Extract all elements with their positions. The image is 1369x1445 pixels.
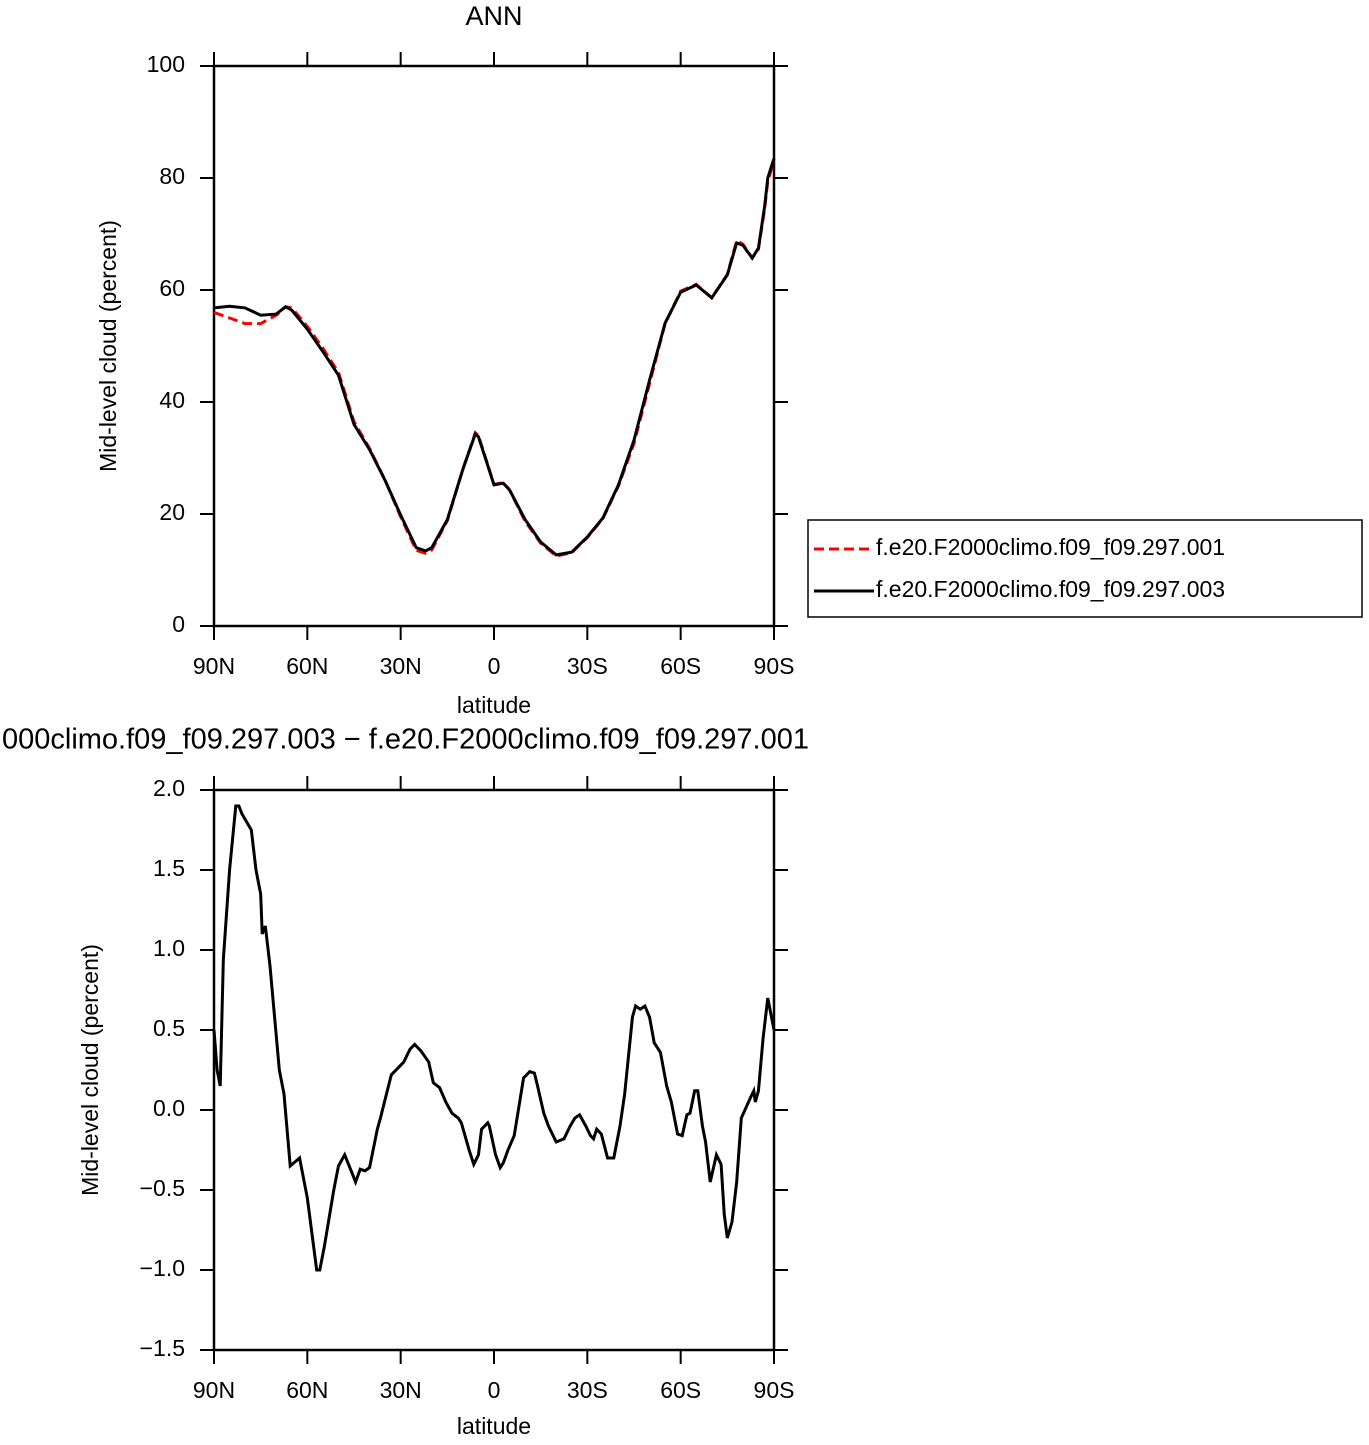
y-axis-label: Mid-level cloud (percent) (77, 944, 103, 1196)
y-tick-label: 80 (159, 163, 185, 189)
x-tick-label: 30N (380, 653, 422, 679)
x-tick-label: 30S (567, 1377, 608, 1403)
legend-label: f.e20.F2000climo.f09_f09.297.001 (876, 534, 1225, 560)
x-tick-label: 0 (488, 1377, 501, 1403)
chart-title: ANN (465, 1, 522, 31)
plot-frame (212, 788, 776, 1352)
y-tick-label: −1.5 (140, 1335, 185, 1361)
y-tick-label: 20 (159, 499, 185, 525)
x-tick-label: 60N (286, 1377, 328, 1403)
y-tick-label: 0.0 (153, 1095, 185, 1121)
chart-title: 000climo.f09_f09.297.003 − f.e20.F2000cl… (2, 724, 809, 756)
y-tick-label: 2.0 (153, 775, 185, 801)
x-tick-label: 90S (754, 1377, 795, 1403)
y-tick-label: 40 (159, 387, 185, 413)
y-tick-label: 0.5 (153, 1015, 185, 1041)
x-tick-label: 30S (567, 653, 608, 679)
y-axis-label: Mid-level cloud (percent) (95, 220, 121, 472)
y-tick-label: 100 (147, 51, 185, 77)
x-tick-label: 60S (660, 1377, 701, 1403)
x-tick-label: 90N (193, 653, 235, 679)
legend-box (807, 519, 1363, 618)
x-tick-label: 60N (286, 653, 328, 679)
plot-frame (212, 64, 776, 628)
y-tick-label: −1.0 (140, 1255, 185, 1281)
x-tick-label: 30N (380, 1377, 422, 1403)
x-tick-label: 60S (660, 653, 701, 679)
x-tick-label: 0 (488, 653, 501, 679)
legend-label: f.e20.F2000climo.f09_f09.297.003 (876, 576, 1225, 602)
data-line (212, 804, 776, 1272)
x-axis-label: latitude (457, 692, 531, 718)
y-tick-label: 0 (172, 611, 185, 637)
y-tick-label: 60 (159, 275, 185, 301)
x-tick-label: 90S (754, 653, 795, 679)
x-axis-label: latitude (457, 1413, 531, 1439)
y-tick-label: −0.5 (140, 1175, 185, 1201)
data-line (213, 157, 776, 557)
x-tick-label: 90N (193, 1377, 235, 1403)
y-tick-label: 1.0 (153, 935, 185, 961)
y-tick-label: 1.5 (153, 855, 185, 881)
